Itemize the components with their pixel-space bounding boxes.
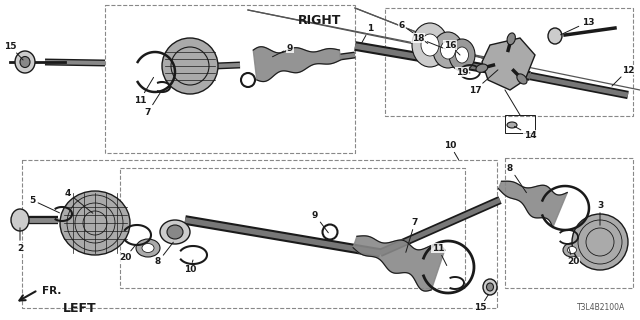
Ellipse shape <box>507 122 517 128</box>
Bar <box>22 160 497 308</box>
Text: 17: 17 <box>468 70 498 94</box>
Polygon shape <box>482 38 535 90</box>
Ellipse shape <box>476 64 488 72</box>
Text: 11: 11 <box>432 244 447 266</box>
Text: 10: 10 <box>444 140 459 160</box>
Polygon shape <box>253 47 340 82</box>
Text: FR.: FR. <box>42 286 61 296</box>
Ellipse shape <box>136 239 160 257</box>
Ellipse shape <box>11 209 29 231</box>
Bar <box>105 5 355 153</box>
Bar <box>385 8 633 116</box>
Ellipse shape <box>483 279 497 295</box>
Text: 15: 15 <box>474 294 488 313</box>
Text: 11: 11 <box>134 77 154 105</box>
Text: 12: 12 <box>612 66 634 86</box>
Ellipse shape <box>412 23 448 67</box>
Text: 9: 9 <box>312 211 328 233</box>
Ellipse shape <box>572 214 628 270</box>
Text: 2: 2 <box>17 228 23 252</box>
Ellipse shape <box>60 191 130 255</box>
Ellipse shape <box>456 47 468 63</box>
Bar <box>505 158 633 288</box>
Ellipse shape <box>507 33 515 45</box>
Ellipse shape <box>486 283 493 291</box>
Text: 7: 7 <box>145 92 161 116</box>
Polygon shape <box>499 181 567 228</box>
Text: 13: 13 <box>561 18 595 35</box>
Ellipse shape <box>517 74 527 84</box>
Text: 6: 6 <box>399 20 428 44</box>
Text: 16: 16 <box>444 41 460 55</box>
Ellipse shape <box>20 57 30 68</box>
Ellipse shape <box>421 34 439 56</box>
Polygon shape <box>353 236 445 291</box>
Text: RIGHT: RIGHT <box>298 13 342 27</box>
Ellipse shape <box>160 220 190 244</box>
Text: 15: 15 <box>4 42 23 60</box>
Ellipse shape <box>449 39 475 71</box>
Bar <box>505 115 535 133</box>
Ellipse shape <box>568 246 577 253</box>
Ellipse shape <box>563 243 581 257</box>
Bar <box>120 168 465 288</box>
Text: 10: 10 <box>184 260 196 275</box>
Ellipse shape <box>433 32 463 68</box>
Text: 19: 19 <box>456 68 470 76</box>
Ellipse shape <box>15 51 35 73</box>
Ellipse shape <box>142 244 154 252</box>
Ellipse shape <box>167 225 183 239</box>
Text: 8: 8 <box>507 164 527 193</box>
Text: 8: 8 <box>155 242 173 267</box>
Text: 18: 18 <box>412 34 445 49</box>
Text: 20: 20 <box>119 244 136 262</box>
Text: 3: 3 <box>597 201 603 225</box>
Ellipse shape <box>548 28 562 44</box>
Text: 14: 14 <box>515 126 536 140</box>
Text: T3L4B2100A: T3L4B2100A <box>577 303 625 312</box>
Text: LEFT: LEFT <box>63 301 97 315</box>
Text: 9: 9 <box>273 44 293 57</box>
Text: 4: 4 <box>65 188 93 213</box>
Ellipse shape <box>162 38 218 94</box>
Text: 7: 7 <box>406 218 418 252</box>
Text: 1: 1 <box>362 23 373 44</box>
Ellipse shape <box>440 41 456 59</box>
Text: 5: 5 <box>29 196 60 213</box>
Text: 20: 20 <box>567 248 579 267</box>
